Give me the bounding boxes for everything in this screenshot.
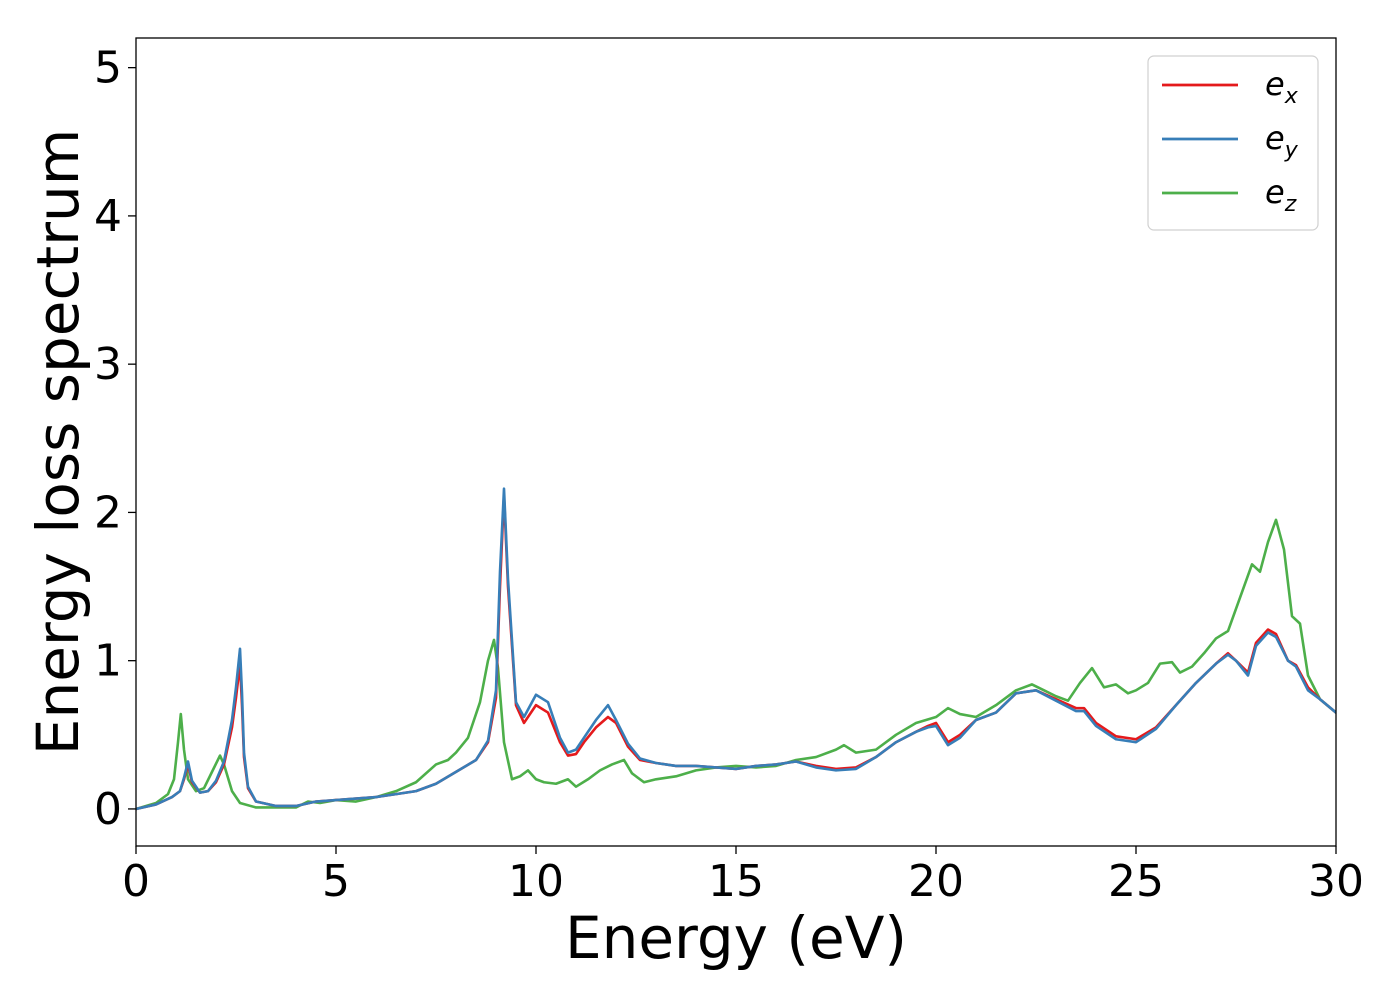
x-tick-label: 30 (1308, 856, 1364, 907)
y-tick-label: 5 (94, 43, 122, 94)
y-tick-label: 1 (94, 636, 122, 687)
x-tick-label: 5 (322, 856, 350, 907)
legend-label-e-z: ez (1265, 173, 1297, 217)
x-tick-label: 10 (508, 856, 564, 907)
legend-label-e-x: ex (1265, 65, 1299, 109)
series-line-e-x (136, 493, 1336, 811)
series-line-e-z (136, 518, 1336, 811)
x-axis-ticks: 0 5 10 15 20 25 30 (122, 846, 1364, 907)
y-tick-label: 2 (94, 487, 122, 538)
legend: ex ey ez (1147, 55, 1319, 231)
y-axis-ticks: 0 1 2 3 4 5 (94, 43, 136, 835)
x-tick-label: 0 (122, 856, 150, 907)
x-axis-label: Energy (eV) (565, 904, 907, 972)
y-axis-label: Energy loss spectrum (24, 129, 92, 755)
series-layer (136, 487, 1336, 811)
y-tick-label: 4 (94, 191, 122, 242)
series-line-e-y (136, 487, 1336, 811)
x-tick-label: 15 (708, 856, 764, 907)
x-tick-label: 20 (908, 856, 964, 907)
y-tick-label: 0 (94, 784, 122, 835)
legend-box (1147, 55, 1319, 231)
legend-label-e-y: ey (1265, 119, 1299, 163)
y-tick-label: 3 (94, 339, 122, 390)
x-tick-label: 25 (1108, 856, 1164, 907)
